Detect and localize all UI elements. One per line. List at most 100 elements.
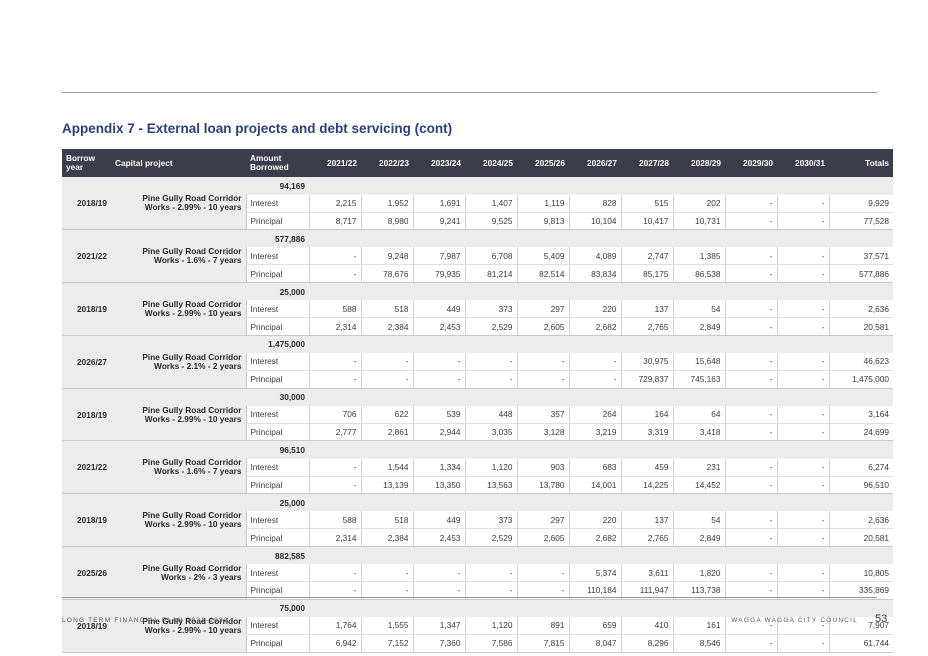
- interest-value-cell: 539: [412, 405, 465, 424]
- interest-value-cell: -: [776, 300, 829, 319]
- footer-document-title: LONG TERM FINANCIAL PLAN 2021-2022: [62, 617, 229, 624]
- principal-value-cell: 2,314: [308, 528, 361, 547]
- amount-row-blank-cell: [621, 177, 673, 195]
- principal-value-cell: -: [360, 370, 413, 389]
- amount-row-blank-cell: [517, 177, 569, 195]
- interest-value-cell: 2,215: [308, 194, 361, 213]
- interest-row: Interest 588 518 449 373 297 220 137 54- -2,636: [62, 300, 893, 319]
- header-year: 2023/24: [413, 149, 465, 177]
- principal-total-cell: 335,869: [828, 581, 893, 600]
- principal-value-cell: -: [308, 581, 361, 600]
- principal-value-cell: -: [776, 264, 829, 284]
- principal-total-cell: 77,528: [828, 212, 893, 231]
- amount-row-blank-cell: [569, 493, 621, 512]
- interest-row: Interest 1,764 1,555 1,347 1,120 891 659 410 161…: [62, 616, 893, 635]
- header-borrow-year: Borrow year: [62, 149, 111, 177]
- principal-value-cell: -: [464, 370, 517, 389]
- principal-label: Principal: [245, 476, 309, 495]
- principal-value-cell: 7,152: [360, 634, 413, 653]
- interest-row: Interest 588 518 449 373 297 220 137 54- -2,636: [62, 511, 893, 530]
- principal-value-cell: 9,241: [412, 212, 465, 231]
- principal-value-cell: -: [724, 264, 777, 284]
- interest-value-cell: -: [776, 564, 829, 583]
- principal-value-cell: 7,815: [516, 634, 569, 653]
- principal-value-cell: -: [464, 581, 517, 600]
- amount-row-blank-cell: [309, 282, 361, 301]
- amount-row-blank-cell: [829, 493, 893, 512]
- principal-label: Principal: [245, 423, 309, 442]
- interest-value-cell: 220: [568, 300, 621, 319]
- interest-value-cell: 1,385: [672, 247, 725, 266]
- capital-project-cell: Pine Gully Road Corridor Works - 2.99% -…: [111, 282, 246, 336]
- amount-row-blank-cell: [569, 177, 621, 195]
- amount-row-blank-cell: [413, 546, 465, 565]
- principal-label: Principal: [245, 634, 309, 653]
- principal-value-cell: 2,682: [568, 528, 621, 547]
- principal-value-cell: -: [776, 423, 829, 442]
- principal-total-cell: 577,886: [828, 264, 893, 284]
- amount-row-blank-cell: [413, 493, 465, 512]
- principal-value-cell: 111,947: [620, 581, 673, 600]
- interest-value-cell: 3,611: [620, 564, 673, 583]
- amount-row-blank-cell: [465, 177, 517, 195]
- interest-value-cell: 410: [620, 616, 673, 635]
- interest-value-cell: 518: [360, 300, 413, 319]
- amount-borrowed-cell: 577,886: [246, 229, 309, 248]
- interest-value-cell: -: [464, 564, 517, 583]
- capital-project-cell: Pine Gully Road Corridor Works - 2.99% -…: [111, 177, 246, 231]
- borrow-year-cell: 2018/19: [62, 282, 111, 336]
- header-year: 2022/23: [361, 149, 413, 177]
- interest-value-cell: 137: [620, 300, 673, 319]
- principal-value-cell: -: [412, 581, 465, 600]
- principal-value-cell: 78,676: [360, 264, 413, 284]
- principal-value-cell: 2,765: [620, 317, 673, 336]
- amount-row-blank-cell: [361, 440, 413, 459]
- interest-total-cell: 46,623: [828, 352, 893, 372]
- principal-value-cell: 8,296: [620, 634, 673, 653]
- interest-value-cell: 9,248: [360, 247, 413, 266]
- principal-value-cell: 2,529: [464, 528, 517, 547]
- amount-row-blank-cell: [517, 599, 569, 617]
- amount-row-blank-cell: [517, 335, 569, 353]
- loan-amount-row: 2025/26 Pine Gully Road Corridor Works - …: [62, 546, 893, 600]
- principal-value-cell: -: [568, 370, 621, 389]
- interest-value-cell: -: [412, 564, 465, 583]
- interest-value-cell: 1,764: [308, 616, 361, 635]
- amount-row-blank-cell: [361, 282, 413, 301]
- header-year: 2026/27: [569, 149, 621, 177]
- interest-value-cell: -: [360, 564, 413, 583]
- amount-row-blank-cell: [621, 599, 673, 617]
- amount-row-blank-cell: [829, 335, 893, 353]
- amount-row-blank-cell: [517, 388, 569, 406]
- principal-value-cell: -: [724, 581, 777, 600]
- amount-row-blank-cell: [621, 546, 673, 565]
- principal-value-cell: 2,384: [360, 528, 413, 547]
- interest-total-cell: 3,164: [828, 405, 893, 424]
- principal-value-cell: 10,417: [620, 212, 673, 231]
- principal-value-cell: 2,605: [516, 317, 569, 336]
- amount-row-blank-cell: [517, 546, 569, 565]
- principal-value-cell: -: [724, 317, 777, 336]
- principal-value-cell: -: [724, 423, 777, 442]
- principal-value-cell: 2,314: [308, 317, 361, 336]
- borrow-year-cell: 2021/22: [62, 440, 111, 495]
- principal-label: Principal: [245, 212, 309, 231]
- interest-value-cell: 622: [360, 405, 413, 424]
- principal-value-cell: 7,586: [464, 634, 517, 653]
- loan-amount-row: 2021/22 Pine Gully Road Corridor Works - …: [62, 440, 893, 495]
- principal-value-cell: -: [412, 370, 465, 389]
- principal-label: Principal: [245, 370, 309, 389]
- principal-value-cell: 2,944: [412, 423, 465, 442]
- interest-value-cell: -: [516, 352, 569, 372]
- principal-value-cell: 2,605: [516, 528, 569, 547]
- loan-amount-row: 2018/19 Pine Gully Road Corridor Works - …: [62, 493, 893, 547]
- interest-value-cell: 1,820: [672, 564, 725, 583]
- principal-value-cell: -: [724, 476, 777, 495]
- principal-value-cell: 9,813: [516, 212, 569, 231]
- interest-total-cell: 10,805: [828, 564, 893, 583]
- principal-label: Principal: [245, 317, 309, 336]
- loan-table-body: 2018/19 Pine Gully Road Corridor Works - …: [62, 177, 893, 653]
- amount-row-blank-cell: [621, 388, 673, 406]
- borrow-year-cell: 2025/26: [62, 546, 111, 600]
- amount-row-blank-cell: [725, 599, 777, 617]
